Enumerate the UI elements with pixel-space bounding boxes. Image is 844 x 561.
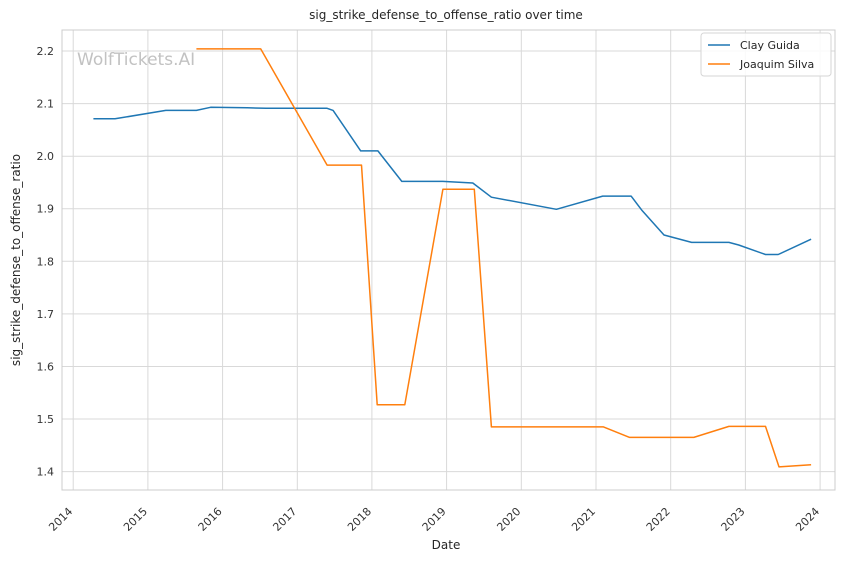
grid bbox=[62, 30, 835, 490]
y-tick-label: 2.0 bbox=[37, 150, 55, 163]
legend-label-joaquim-silva: Joaquim Silva bbox=[739, 58, 814, 71]
y-tick-label: 2.2 bbox=[37, 45, 55, 58]
x-tick-label: 2023 bbox=[719, 505, 748, 534]
x-axis-ticks: 2014 2015 2016 2017 2018 2019 2020 2021 2022 2023… bbox=[46, 505, 822, 534]
y-tick-label: 1.4 bbox=[37, 466, 55, 479]
y-tick-label: 1.6 bbox=[37, 361, 55, 374]
x-axis-title: Date bbox=[432, 538, 461, 552]
x-tick-label: 2022 bbox=[644, 505, 673, 534]
x-tick-label: 2018 bbox=[345, 505, 374, 534]
x-tick-label: 2016 bbox=[196, 505, 225, 534]
legend: Clay Guida Joaquim Silva bbox=[700, 32, 832, 77]
x-tick-label: 2024 bbox=[793, 505, 822, 534]
series-line-joaquim-silva bbox=[196, 48, 812, 468]
series-line-clay-guida bbox=[93, 106, 812, 256]
y-axis-ticks: 1.4 1.5 1.6 1.7 1.8 1.9 2.0 2.1 2.2 bbox=[37, 45, 55, 479]
x-tick-label: 2017 bbox=[270, 505, 299, 534]
plot-frame bbox=[61, 29, 836, 491]
x-tick-label: 2019 bbox=[420, 505, 449, 534]
y-tick-label: 1.8 bbox=[37, 255, 55, 268]
legend-label-clay-guida: Clay Guida bbox=[740, 39, 800, 52]
x-tick-label: 2015 bbox=[121, 505, 150, 534]
x-tick-label: 2021 bbox=[569, 505, 598, 534]
legend-box bbox=[700, 32, 832, 77]
watermark: WolfTickets.AI bbox=[77, 50, 195, 70]
y-tick-label: 2.1 bbox=[37, 98, 55, 111]
chart-title: sig_strike_defense_to_offense_ratio over… bbox=[309, 8, 583, 22]
y-axis-title: sig_strike_defense_to_offense_ratio bbox=[9, 154, 23, 366]
x-tick-label: 2014 bbox=[46, 505, 75, 534]
y-tick-label: 1.9 bbox=[37, 203, 55, 216]
x-tick-label: 2020 bbox=[494, 505, 523, 534]
y-tick-label: 1.5 bbox=[37, 413, 55, 426]
series-lines bbox=[93, 48, 812, 468]
y-tick-label: 1.7 bbox=[37, 308, 55, 321]
